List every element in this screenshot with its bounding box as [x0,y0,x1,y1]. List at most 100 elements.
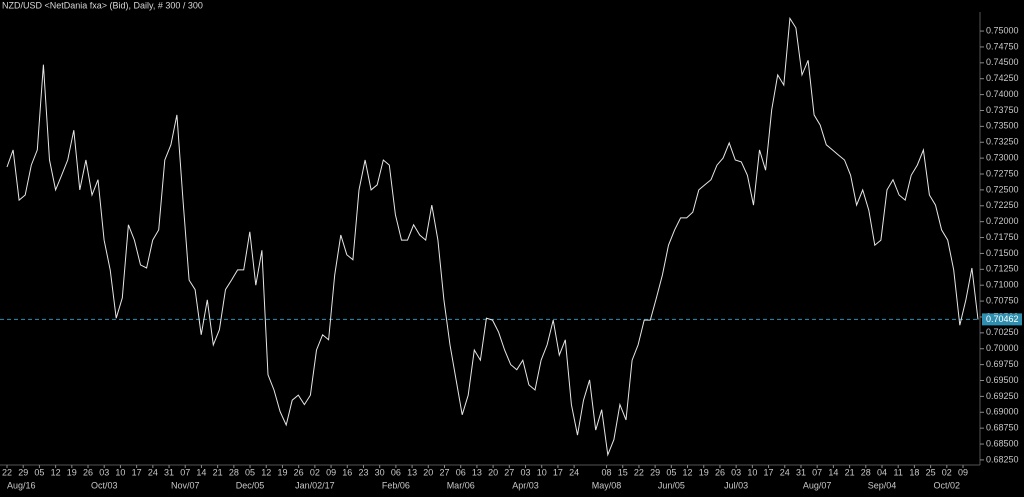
x-tick-label: 13 [472,467,482,477]
x-tick-label: 20 [488,467,498,477]
y-tick-label: 0.69750 [986,359,1019,369]
y-tick-label: 0.74500 [986,57,1019,67]
month-label: Jun/05 [658,480,685,490]
x-tick-label: 11 [894,467,903,477]
x-tick-label: 12 [261,467,271,477]
x-tick-label: 06 [456,467,466,477]
x-tick-label: 12 [683,467,693,477]
x-tick-label: 07 [180,467,190,477]
x-tick-label: 27 [439,467,449,477]
y-tick-label: 0.71250 [986,264,1019,274]
y-tick-label: 0.74250 [986,73,1019,83]
x-tick-label: 13 [407,467,417,477]
y-tick-label: 0.73250 [986,137,1019,147]
x-tick-label: 17 [553,467,563,477]
x-tick-label: 27 [504,467,514,477]
y-tick-label: 0.72250 [986,200,1019,210]
x-tick-label: 28 [229,467,239,477]
x-tick-label: 03 [521,467,531,477]
x-tick-label: 05 [666,467,676,477]
x-tick-label: 03 [731,467,741,477]
x-tick-label: 31 [796,467,806,477]
x-tick-label: 26 [715,467,725,477]
x-tick-label: 04 [877,467,887,477]
x-tick-label: 21 [845,467,855,477]
chart-title: NZD/USD <NetDania fxa> (Bid), Daily, # 3… [2,0,203,10]
x-tick-label: 31 [164,467,174,477]
y-tick-label: 0.69500 [986,375,1019,385]
month-label: Jan/02/17 [295,480,335,490]
y-tick-label: 0.72000 [986,216,1019,226]
y-tick-label: 0.73000 [986,153,1019,163]
last-price-box [982,313,1022,326]
x-tick-label: 12 [51,467,61,477]
month-label: Dec/05 [236,480,265,490]
x-tick-label: 29 [18,467,28,477]
y-tick-label: 0.74000 [986,89,1019,99]
month-label: Aug/07 [803,480,832,490]
y-tick-label: 0.70750 [986,295,1019,305]
x-tick-label: 23 [358,467,368,477]
month-label: Aug/16 [7,480,36,490]
x-tick-label: 10 [747,467,757,477]
y-tick-label: 0.71500 [986,248,1019,258]
x-tick-label: 24 [148,467,158,477]
y-tick-label: 0.69250 [986,391,1019,401]
month-label: Oct/03 [91,480,118,490]
x-tick-label: 20 [423,467,433,477]
x-tick-label: 07 [812,467,822,477]
x-tick-label: 26 [294,467,304,477]
x-tick-label: 19 [277,467,287,477]
x-tick-label: 09 [326,467,336,477]
x-tick-label: 02 [310,467,320,477]
month-label: Feb/06 [382,480,410,490]
x-tick-label: 26 [83,467,93,477]
x-tick-label: 29 [650,467,660,477]
y-tick-label: 0.73750 [986,105,1019,115]
x-tick-label: 14 [196,467,206,477]
price-line [6,16,979,457]
x-tick-label: 10 [537,467,547,477]
y-tick-label: 0.72500 [986,184,1019,194]
y-tick-label: 0.75000 [986,25,1019,35]
x-tick-label: 17 [132,467,142,477]
month-label: Mar/06 [447,480,475,490]
x-tick-label: 09 [958,467,968,477]
y-tick-label: 0.70250 [986,327,1019,337]
x-tick-label: 21 [213,467,223,477]
y-tick-label: 0.68500 [986,438,1019,448]
x-tick-label: 22 [2,467,12,477]
x-tick-label: 24 [569,467,579,477]
x-tick-label: 03 [99,467,109,477]
month-label: Sep/04 [868,480,897,490]
x-tick-label: 24 [780,467,790,477]
x-tick-label: 28 [861,467,871,477]
last-price-label: 0.70462 [986,314,1019,324]
x-tick-label: 08 [602,467,612,477]
x-tick-label: 14 [828,467,838,477]
x-tick-label: 05 [34,467,44,477]
x-tick-label: 06 [391,467,401,477]
x-tick-label: 19 [67,467,77,477]
x-tick-label: 19 [699,467,709,477]
month-label: Jul/03 [724,480,748,490]
month-label: Apr/03 [512,480,539,490]
x-tick-label: 05 [245,467,255,477]
y-tick-label: 0.71750 [986,232,1019,242]
x-tick-label: 02 [942,467,952,477]
x-tick-label: 17 [764,467,774,477]
y-tick-label: 0.70000 [986,343,1019,353]
x-tick-label: 10 [115,467,125,477]
y-tick-label: 0.71000 [986,280,1019,290]
x-tick-label: 15 [618,467,628,477]
month-label: Oct/02 [934,480,961,490]
y-tick-label: 0.68750 [986,423,1019,433]
month-label: Nov/07 [171,480,200,490]
month-label: May/08 [592,480,622,490]
x-tick-label: 25 [926,467,936,477]
y-tick-label: 0.73500 [986,121,1019,131]
x-tick-label: 30 [375,467,385,477]
y-tick-label: 0.72750 [986,168,1019,178]
